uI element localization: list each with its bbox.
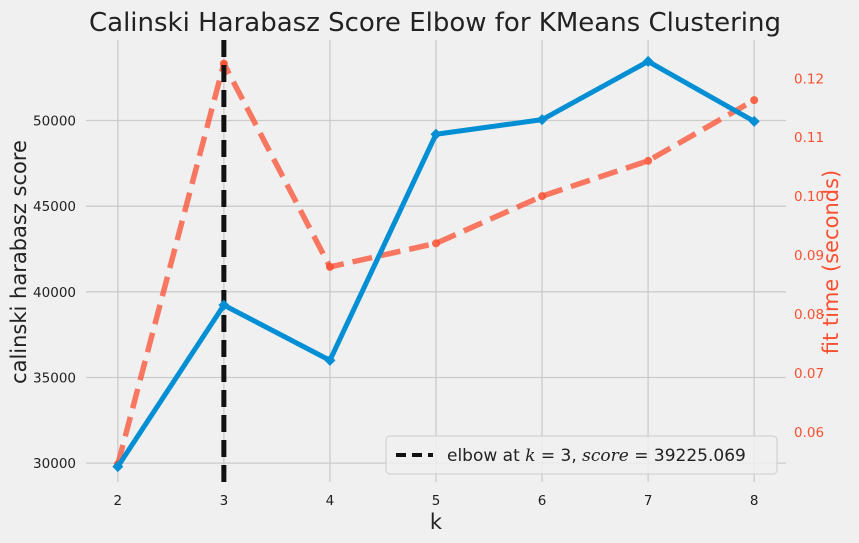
fit-time-point bbox=[750, 96, 759, 105]
legend-entry-elbow: elbow at k = 3, score = 39225.069 bbox=[447, 446, 746, 466]
y2-tick-label: 0.09 bbox=[794, 248, 824, 264]
chart-title: Calinski Harabasz Score Elbow for KMeans… bbox=[89, 8, 781, 38]
x-tick-label: 7 bbox=[644, 493, 653, 509]
legend: elbow at k = 3, score = 39225.069 bbox=[385, 435, 778, 475]
y2-axis-label: fit time (seconds) bbox=[819, 170, 843, 354]
fit-time-point bbox=[644, 156, 653, 165]
y2-tick-label: 0.06 bbox=[794, 425, 824, 441]
x-tick-label: 5 bbox=[432, 493, 441, 509]
x-tick-label: 2 bbox=[114, 493, 123, 509]
axis-ticks: 2 3 4 5 6 7 8 30000 35000 40000 45000 50000 0.06 0.07… bbox=[33, 71, 824, 509]
y2-tick-label: 0.11 bbox=[794, 130, 824, 146]
y2-tick-label: 0.12 bbox=[794, 71, 824, 87]
y-tick-label: 35000 bbox=[33, 370, 76, 386]
y2-tick-label: 0.08 bbox=[794, 307, 824, 323]
score-point bbox=[430, 128, 442, 140]
score-point bbox=[324, 354, 336, 366]
legend-box bbox=[385, 435, 778, 475]
y-tick-label: 50000 bbox=[33, 114, 76, 130]
x-tick-label: 6 bbox=[538, 493, 547, 509]
legend-score-symbol: score bbox=[582, 446, 629, 466]
grid bbox=[86, 40, 786, 482]
y-tick-label: 40000 bbox=[33, 285, 76, 301]
score-series bbox=[112, 55, 760, 473]
legend-k-equals: = 3, bbox=[535, 446, 582, 466]
score-point bbox=[218, 299, 230, 311]
legend-score-equals: = 39225.069 bbox=[629, 446, 746, 466]
legend-k-symbol: k bbox=[525, 446, 535, 466]
y-axis-label: calinski harabasz score bbox=[7, 140, 31, 384]
x-tick-label: 3 bbox=[220, 493, 229, 509]
score-point bbox=[112, 461, 124, 473]
score-point bbox=[748, 115, 760, 127]
fit-time-point bbox=[432, 239, 440, 248]
x-axis-label: k bbox=[430, 510, 443, 534]
fit-time-point bbox=[325, 262, 334, 271]
score-point bbox=[642, 55, 654, 67]
y-tick-label: 45000 bbox=[33, 199, 76, 215]
score-point bbox=[536, 114, 548, 126]
y-tick-label: 30000 bbox=[33, 456, 76, 472]
x-tick-label: 4 bbox=[326, 493, 335, 509]
x-tick-label: 8 bbox=[750, 493, 759, 509]
y2-tick-label: 0.10 bbox=[794, 189, 824, 205]
y2-tick-label: 0.07 bbox=[794, 366, 824, 382]
legend-text-prefix: elbow at bbox=[447, 446, 525, 466]
fit-time-point bbox=[538, 192, 547, 201]
